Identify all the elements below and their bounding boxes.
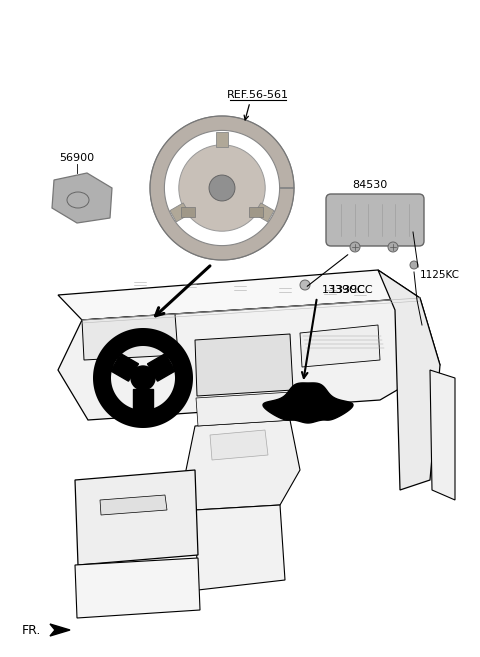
Polygon shape: [100, 495, 167, 515]
Polygon shape: [185, 420, 300, 510]
Circle shape: [410, 261, 418, 269]
Polygon shape: [430, 370, 455, 500]
Polygon shape: [111, 353, 138, 381]
Polygon shape: [378, 270, 440, 490]
Circle shape: [131, 366, 155, 390]
Circle shape: [209, 175, 235, 201]
Polygon shape: [93, 328, 193, 428]
Circle shape: [350, 242, 360, 252]
Text: 84530: 84530: [352, 180, 388, 190]
Polygon shape: [82, 314, 178, 360]
Text: REF.56-561: REF.56-561: [227, 90, 289, 100]
Text: 56900: 56900: [60, 153, 95, 163]
Polygon shape: [210, 430, 268, 460]
Polygon shape: [170, 203, 190, 222]
Polygon shape: [150, 116, 294, 260]
Polygon shape: [50, 624, 70, 636]
Circle shape: [388, 242, 398, 252]
Bar: [180, 208, 194, 217]
FancyBboxPatch shape: [326, 194, 424, 246]
Polygon shape: [133, 389, 153, 409]
Polygon shape: [147, 353, 175, 381]
Text: 1339CC: 1339CC: [322, 285, 366, 295]
Polygon shape: [195, 505, 285, 590]
Circle shape: [300, 280, 310, 290]
Polygon shape: [195, 334, 293, 396]
Text: 1339CC: 1339CC: [330, 285, 373, 295]
Circle shape: [179, 145, 265, 231]
Polygon shape: [75, 558, 200, 618]
Polygon shape: [75, 470, 198, 565]
Polygon shape: [52, 173, 112, 223]
Polygon shape: [216, 131, 228, 147]
Polygon shape: [300, 325, 380, 367]
Polygon shape: [58, 270, 420, 320]
Text: FR.: FR.: [22, 623, 41, 637]
Polygon shape: [254, 203, 274, 222]
Bar: [250, 208, 264, 217]
Polygon shape: [196, 392, 294, 426]
Polygon shape: [58, 298, 440, 420]
Polygon shape: [263, 383, 353, 423]
Text: 1125KC: 1125KC: [420, 270, 460, 280]
